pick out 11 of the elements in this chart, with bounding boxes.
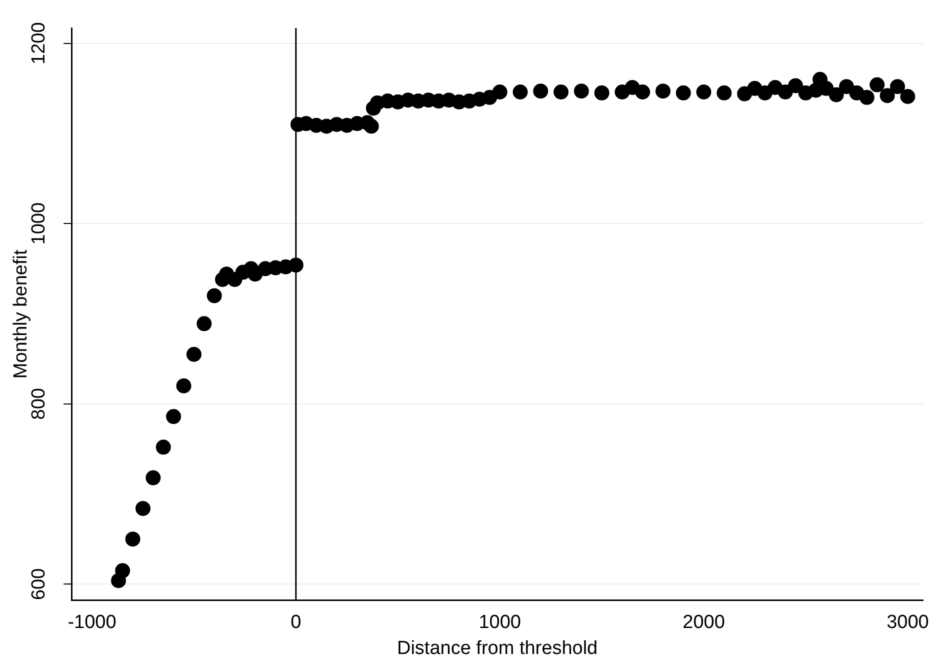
y-tick-label: 600 [28,568,50,600]
x-tick-label: 2000 [682,612,725,634]
x-axis-title: Distance from threshold [396,638,598,659]
x-tick-label: 1000 [478,612,521,634]
y-tick-label: 1200 [28,22,50,64]
y-tick-label: 800 [28,388,50,420]
x-tick-label: 3000 [886,612,929,634]
x-tick-label: -1000 [68,612,116,634]
y-tick-label: 1000 [28,202,50,245]
y-axis-title: Monthly benefit [10,249,32,379]
x-tick-label: 0 [290,612,302,634]
